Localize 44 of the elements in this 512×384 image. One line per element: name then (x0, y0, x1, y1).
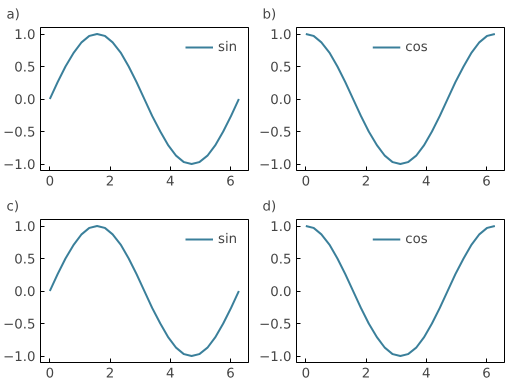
y-tick-label: 0.5 (270, 60, 292, 76)
x-tick-label: 4 (422, 174, 430, 190)
x-tick-label: 2 (106, 366, 114, 382)
y-tick-label: 1.0 (14, 220, 36, 235)
y-tick-label: −1.0 (3, 158, 36, 173)
y-tick-label: 0.5 (14, 252, 36, 268)
y-tick-label: −1.0 (3, 350, 36, 365)
x-tick-label: 4 (166, 174, 174, 190)
y-tick-label: −0.5 (259, 318, 292, 332)
y-tick-label: −1.0 (259, 158, 292, 173)
y-tick-label: 1.0 (14, 28, 36, 43)
x-tick-label: 0 (46, 366, 54, 382)
x-tick-label: 6 (482, 174, 491, 190)
y-tick-label: 0.0 (14, 93, 36, 108)
legend-label: cos (405, 232, 428, 246)
x-tick-label: 2 (362, 366, 370, 382)
y-tick-label: 0.0 (14, 285, 36, 300)
y-tick-label: 0.0 (270, 285, 292, 300)
y-tick-label: 0.5 (270, 252, 292, 268)
x-tick-label: 0 (302, 174, 310, 190)
chart-title: d) (262, 200, 276, 214)
x-tick-label: 6 (226, 174, 235, 190)
x-tick-label: 6 (482, 366, 491, 382)
x-tick-label: 0 (46, 174, 54, 190)
legend-label: cos (405, 40, 428, 54)
x-tick-label: 0 (302, 366, 310, 382)
y-tick-label: 0.0 (270, 93, 292, 108)
y-tick-label: 1.0 (270, 220, 292, 235)
y-tick-label: −0.5 (259, 126, 292, 140)
legend-label: sin (218, 40, 238, 54)
x-tick-label: 4 (166, 366, 174, 382)
chart-title: b) (262, 8, 276, 22)
y-tick-label: 1.0 (270, 28, 292, 43)
chart-title: a) (6, 8, 20, 22)
legend-label: sin (218, 232, 238, 246)
y-tick-label: −0.5 (3, 318, 36, 332)
y-tick-label: 0.5 (14, 60, 36, 76)
x-tick-label: 2 (106, 174, 114, 190)
chart-title: c) (6, 200, 20, 214)
y-tick-label: −0.5 (3, 126, 36, 140)
x-tick-label: 4 (422, 366, 430, 382)
x-tick-label: 6 (226, 366, 235, 382)
x-tick-label: 2 (362, 174, 370, 190)
y-tick-label: −1.0 (259, 350, 292, 365)
